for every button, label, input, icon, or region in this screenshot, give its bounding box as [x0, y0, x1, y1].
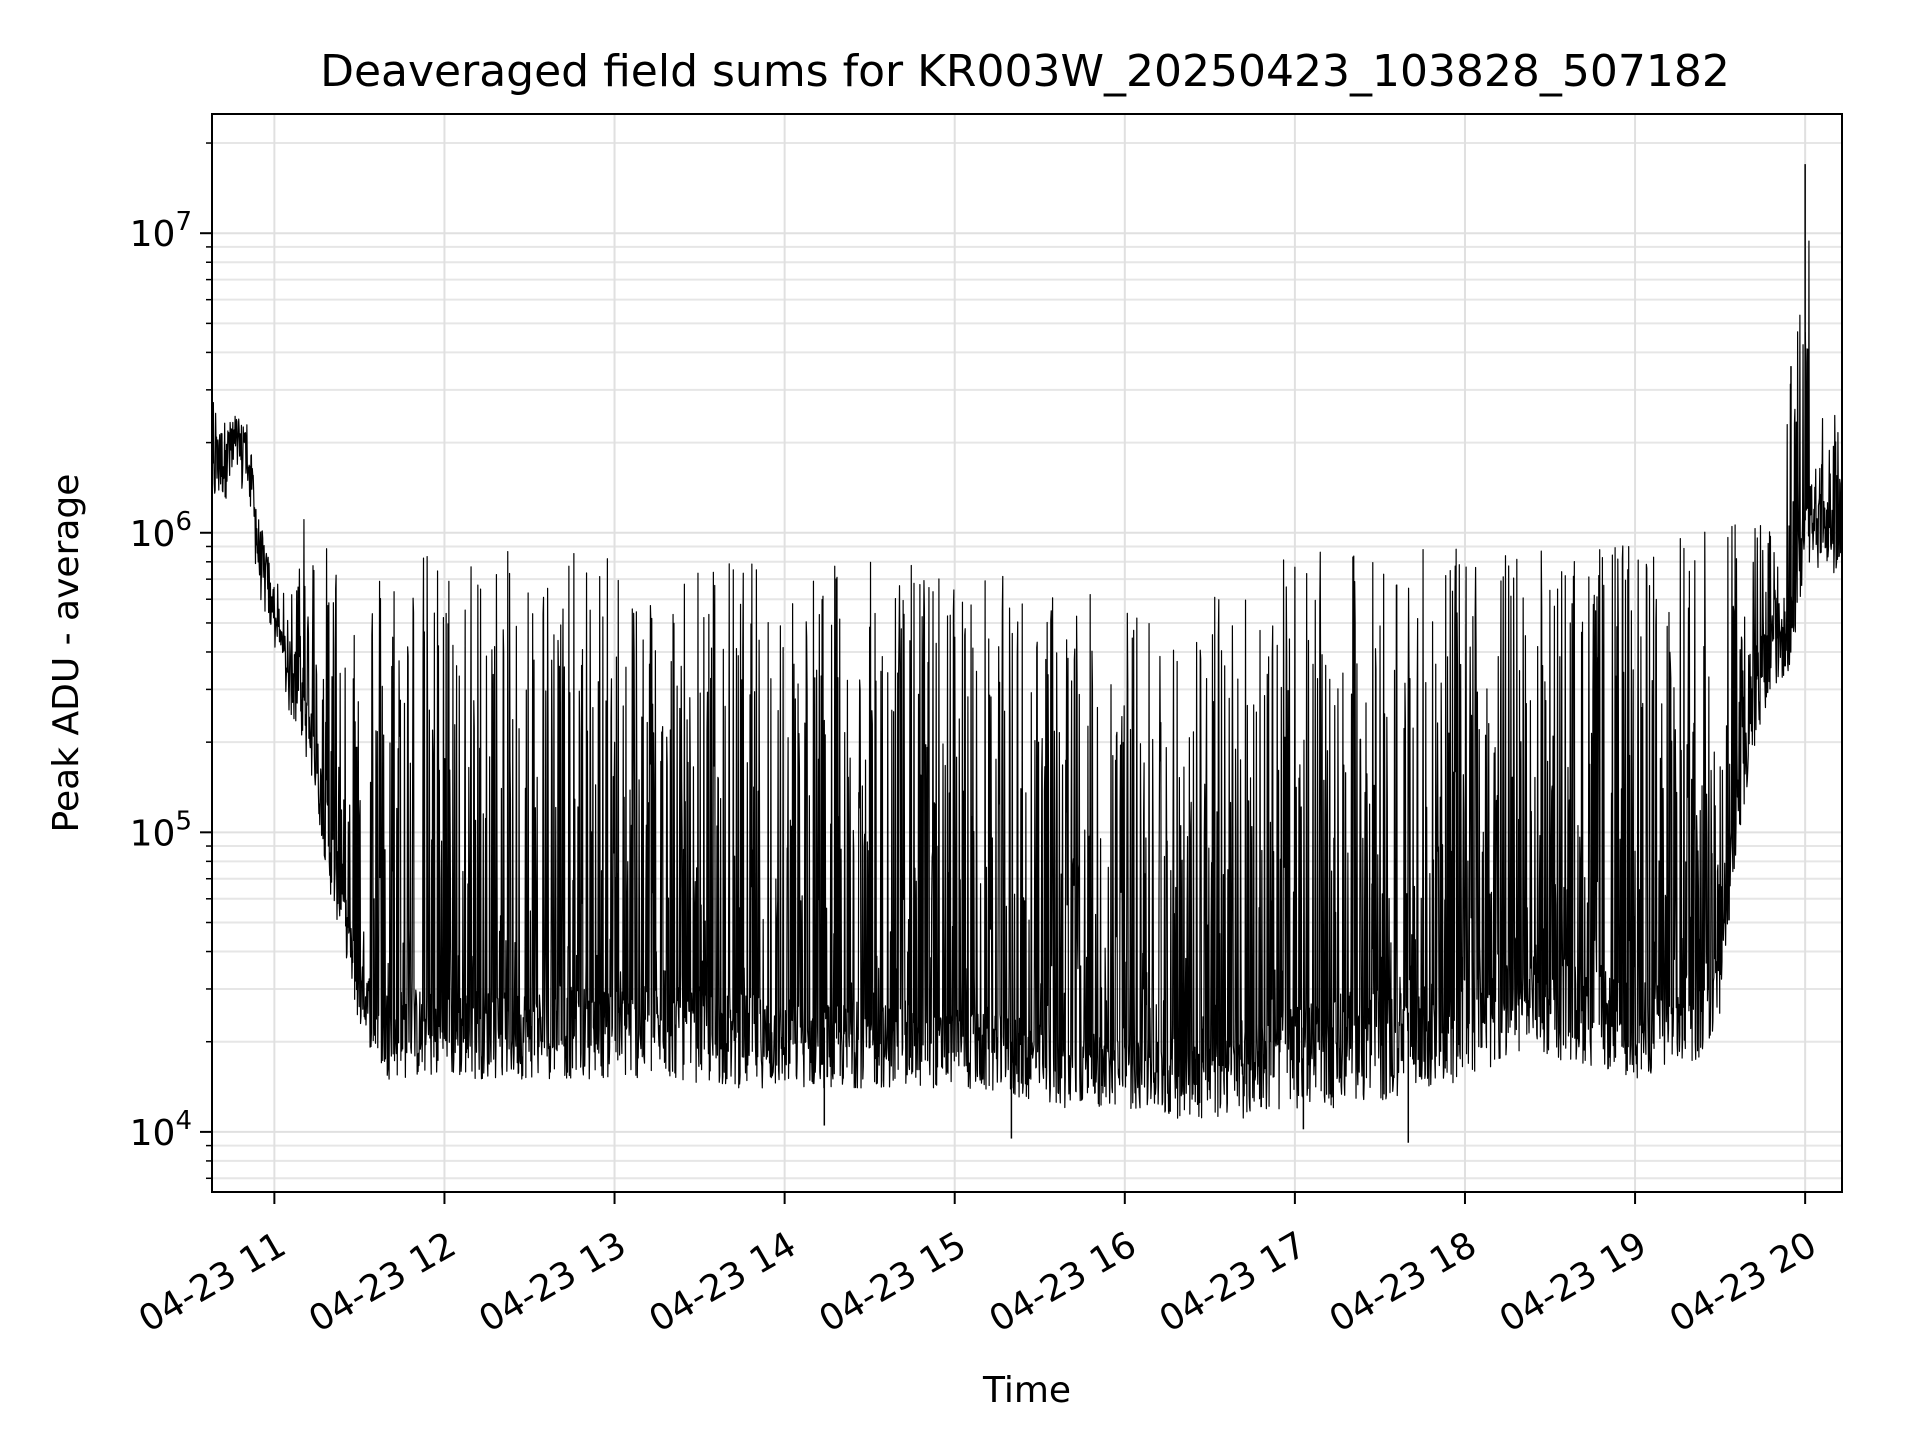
y-axis-label: Peak ADU - average [46, 474, 87, 833]
series-line [211, 240, 1843, 1119]
y-tick-label: 104 [130, 1106, 192, 1154]
plot-area [211, 164, 1843, 1143]
y-tick-label: 105 [130, 806, 192, 854]
plot-frame [211, 113, 1843, 1193]
y-axis: 104 105 106 107 [130, 142, 212, 1180]
y-tick-label: 107 [130, 207, 192, 255]
y-tick-label: 106 [130, 507, 192, 555]
x-axis-label: Time [982, 1370, 1071, 1411]
chart-title: Deaveraged field sums for KR003W_2025042… [320, 46, 1730, 97]
